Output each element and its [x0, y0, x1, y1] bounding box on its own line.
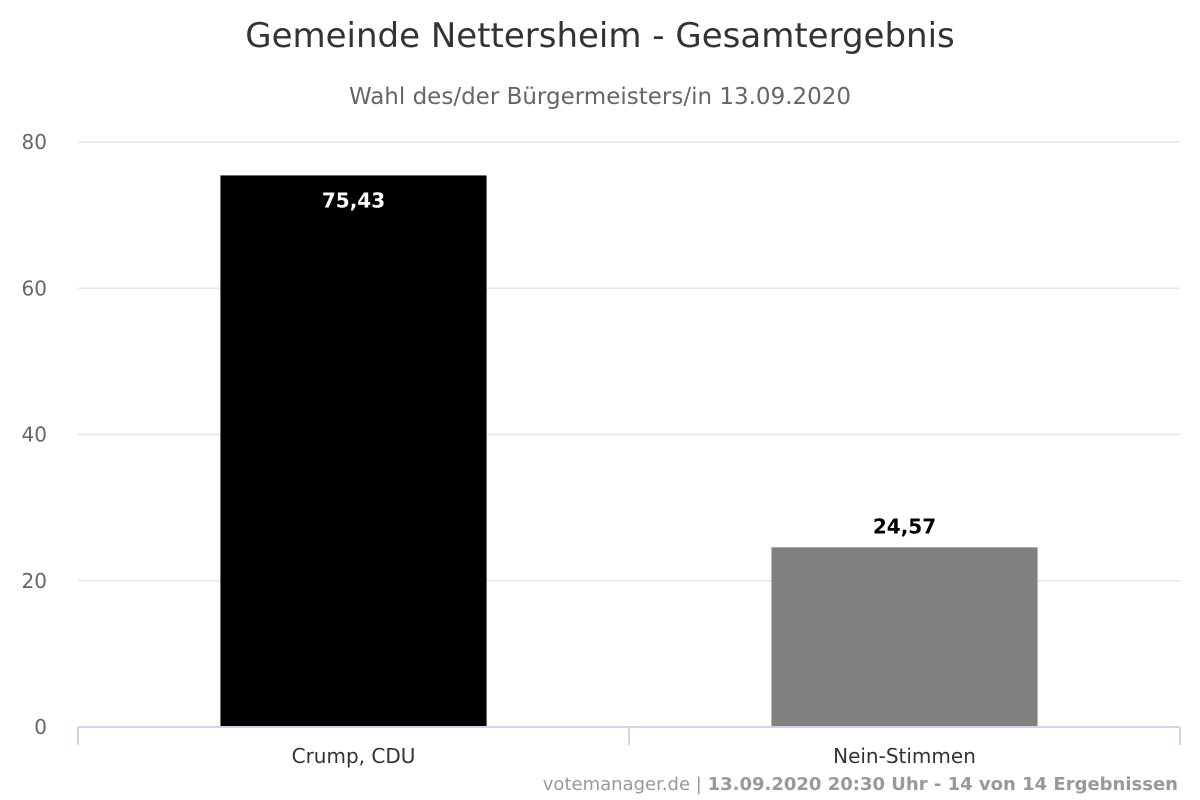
x-axis-category-labels: Crump, CDU Nein-Stimmen	[292, 744, 976, 768]
bars	[220, 175, 1038, 728]
credits-status: 13.09.2020 20:30 Uhr - 14 von 14 Ergebni…	[708, 774, 1178, 795]
y-tick-label: 60	[22, 276, 47, 300]
credits[interactable]: votemanager.de | 13.09.2020 20:30 Uhr - …	[543, 774, 1178, 795]
x-category-label: Crump, CDU	[292, 744, 416, 768]
bar[interactable]	[220, 175, 487, 728]
y-tick-label: 80	[22, 130, 47, 154]
y-tick-label: 20	[22, 569, 47, 593]
bar[interactable]	[771, 547, 1038, 727]
data-label: 75,43	[322, 188, 385, 212]
y-tick-label: 0	[34, 715, 47, 739]
credits-site[interactable]: votemanager.de	[543, 774, 690, 795]
y-tick-label: 40	[22, 423, 47, 447]
data-labels: 75,43 24,57	[322, 188, 936, 538]
x-category-label: Nein-Stimmen	[833, 744, 976, 768]
data-label: 24,57	[873, 514, 936, 538]
credits-separator: |	[690, 774, 708, 795]
chart-subtitle: Wahl des/der Bürgermeisters/in 13.09.202…	[349, 84, 851, 110]
y-axis-tick-labels: 0 20 40 60 80	[22, 130, 47, 739]
x-axis	[77, 726, 1181, 745]
chart-title: Gemeinde Nettersheim - Gesamtergebnis	[245, 16, 955, 56]
